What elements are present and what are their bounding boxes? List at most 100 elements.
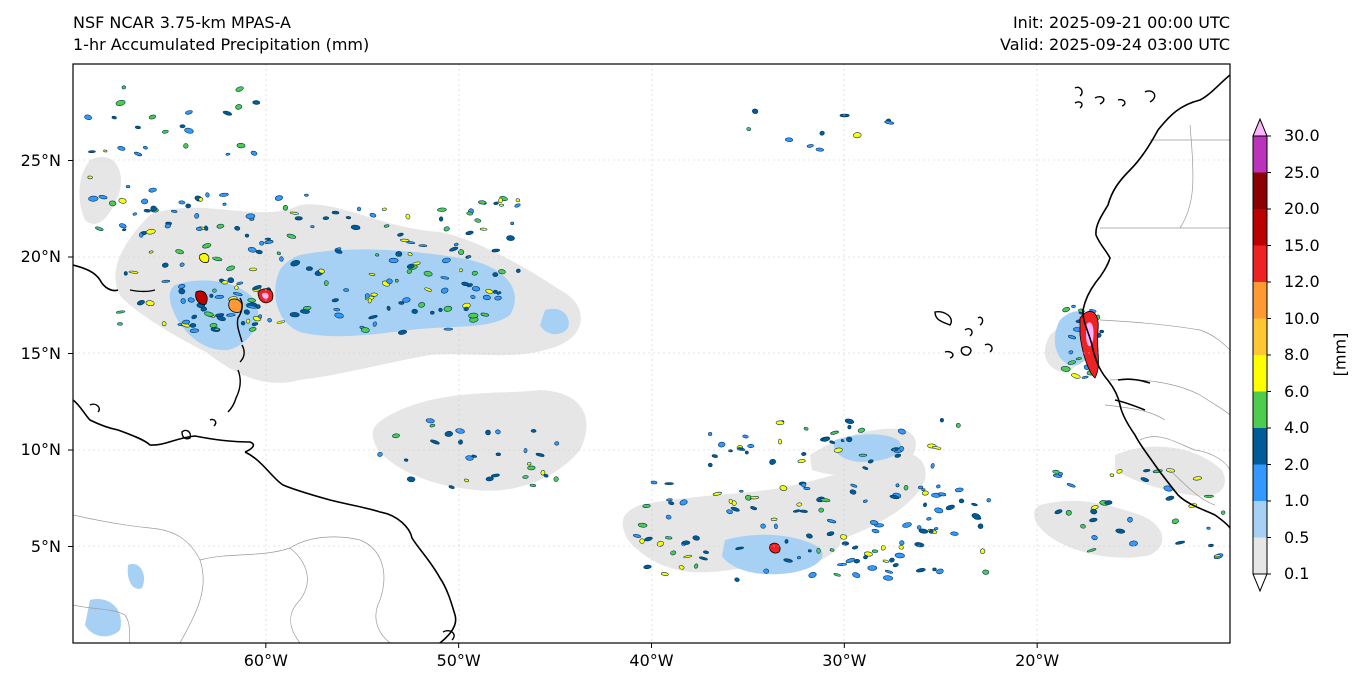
- precip-cell: [639, 538, 645, 544]
- precip-cell: [135, 125, 141, 130]
- precip-cell: [495, 429, 501, 435]
- precip-cell: [903, 485, 909, 491]
- precip-cell: [221, 280, 229, 285]
- precip-cell: [191, 314, 198, 320]
- precip-cell: [926, 517, 932, 521]
- precip-cell: [133, 151, 143, 157]
- precip-cell: [367, 298, 372, 304]
- precip-cell: [368, 273, 376, 276]
- precip-cell: [553, 476, 559, 482]
- precip-cell: [178, 200, 186, 205]
- precip-cell: [1127, 516, 1133, 523]
- colorbar-segment: [1253, 282, 1267, 319]
- colorbar-segment: [1253, 501, 1267, 538]
- precip-cell: [479, 227, 488, 231]
- precip-cell: [402, 297, 411, 303]
- precip-cell: [259, 240, 265, 246]
- precip-cell: [463, 478, 470, 483]
- precip-cell: [936, 568, 944, 575]
- precip-cell: [252, 100, 261, 105]
- precip-cell: [444, 430, 453, 437]
- precip-cell: [276, 251, 281, 256]
- precip-cell: [703, 550, 709, 554]
- precip-cell: [775, 420, 785, 426]
- precip-cell: [115, 310, 126, 314]
- precip-cell: [225, 152, 231, 156]
- precip-cell: [894, 552, 905, 559]
- precip-cell: [430, 439, 440, 445]
- precip-cell: [161, 321, 167, 327]
- precip-cell: [356, 206, 362, 212]
- lon-tick-label: 60°W: [243, 651, 288, 670]
- precip-cell: [934, 507, 944, 514]
- precip-cell: [185, 110, 193, 115]
- precip-cell: [397, 232, 404, 237]
- precip-cell: [179, 262, 185, 267]
- precip-cell: [406, 241, 416, 245]
- colorbar-level-label: 12.0: [1284, 272, 1320, 291]
- precip-cell: [87, 175, 93, 180]
- precip-cell: [933, 527, 939, 531]
- precip-cell: [202, 243, 212, 249]
- precip-cell: [535, 452, 545, 457]
- precip-cell: [1090, 508, 1098, 515]
- precip-cell: [289, 211, 299, 215]
- precip-cell: [255, 304, 261, 309]
- precip-cell: [145, 300, 155, 307]
- precip-cell: [1066, 483, 1076, 488]
- axis-ticks: [68, 160, 1038, 648]
- precip-cell: [331, 210, 340, 215]
- precip-cell: [471, 454, 477, 458]
- precip-cell: [141, 198, 149, 205]
- precip-cell: [660, 572, 669, 576]
- precip-cell: [783, 558, 793, 563]
- precip-cell: [770, 517, 778, 522]
- precip-cell: [683, 554, 693, 559]
- precip-cell: [882, 575, 894, 581]
- precip-cell: [406, 263, 415, 269]
- precip-cell: [405, 213, 411, 220]
- precip-cell: [801, 452, 807, 456]
- precip-cell: [189, 328, 200, 333]
- precip-cell: [364, 293, 370, 299]
- precip-cell: [98, 194, 108, 200]
- precip-cell: [406, 269, 413, 274]
- precip-cell: [852, 572, 861, 578]
- precip-cell: [148, 114, 157, 120]
- precip-cell: [498, 197, 503, 204]
- precip-cell: [1192, 476, 1202, 481]
- precip-cell: [850, 483, 858, 488]
- precip-cell: [148, 187, 157, 193]
- precip-cell: [958, 498, 965, 504]
- precip-cell: [343, 288, 349, 292]
- precip-cell: [921, 490, 929, 496]
- precip-cell: [632, 534, 642, 538]
- precip-cell: [637, 522, 648, 528]
- precip-cell: [411, 308, 418, 314]
- precip-cell: [642, 503, 651, 509]
- colorbar-segment: [1253, 355, 1267, 392]
- precip-cell: [286, 233, 297, 239]
- precip-cell: [522, 475, 529, 479]
- precip-cell: [863, 555, 868, 560]
- precip-cell: [279, 256, 284, 262]
- precip-cell: [822, 436, 830, 442]
- colorbar-segment: [1253, 209, 1267, 246]
- precip-cell: [694, 563, 699, 569]
- precip-cell: [121, 85, 126, 90]
- precip-cell: [369, 212, 377, 218]
- precip-cell: [449, 246, 459, 252]
- precip-cell: [897, 428, 906, 435]
- precip-cell: [442, 257, 451, 264]
- precip-cell: [840, 439, 845, 443]
- precip-cell: [219, 192, 229, 197]
- precip-cell: [125, 185, 131, 189]
- precip-cell: [392, 433, 400, 439]
- precip-cell: [681, 540, 691, 545]
- colorbar-level-label: 30.0: [1284, 126, 1320, 145]
- precip-cell: [1058, 472, 1063, 476]
- precip-cell: [251, 322, 259, 326]
- precip-cell: [527, 462, 532, 466]
- precip-cell: [331, 298, 339, 303]
- precip-cell: [495, 452, 501, 457]
